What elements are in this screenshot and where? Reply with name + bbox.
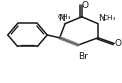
Text: Br: Br: [78, 52, 88, 61]
Text: O: O: [82, 1, 89, 10]
Text: N: N: [99, 14, 105, 23]
Text: CH₃: CH₃: [103, 15, 116, 21]
Text: N: N: [58, 14, 65, 23]
Text: O: O: [115, 39, 122, 48]
Text: CH₃: CH₃: [57, 14, 71, 20]
